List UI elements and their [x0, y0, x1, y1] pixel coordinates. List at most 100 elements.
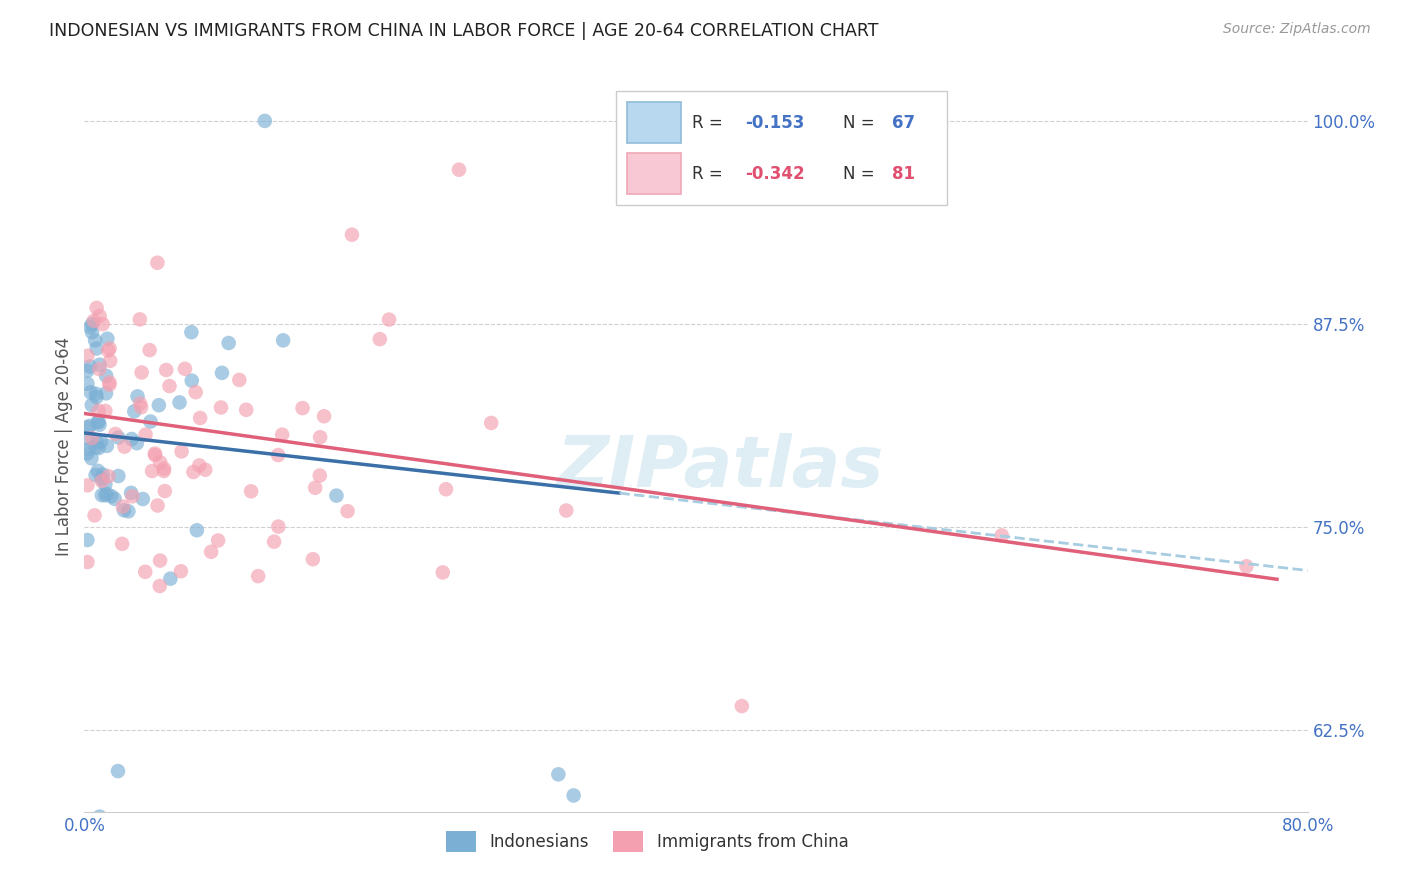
Point: [90, 472, 112, 486]
Point: [143, 448, 166, 462]
Point: [86, 342, 108, 356]
Point: [121, 432, 143, 446]
FancyBboxPatch shape: [616, 91, 946, 204]
Point: [87, 464, 110, 478]
Point: [432, 566, 454, 580]
Point: [84, 334, 107, 348]
Point: [104, 491, 127, 506]
Point: [447, 162, 470, 177]
Point: [127, 389, 149, 403]
Point: [111, 537, 134, 551]
Point: [153, 461, 176, 475]
Point: [128, 312, 150, 326]
Point: [368, 332, 391, 346]
Point: [200, 545, 222, 559]
Point: [87, 441, 110, 455]
Point: [89, 362, 111, 376]
Point: [76, 555, 98, 569]
Point: [146, 499, 169, 513]
Text: ZIPatlas: ZIPatlas: [557, 434, 884, 502]
Point: [76, 478, 98, 492]
Point: [124, 404, 146, 418]
Point: [96, 368, 118, 383]
Point: [336, 504, 359, 518]
Point: [267, 519, 290, 533]
Point: [378, 312, 401, 326]
Point: [312, 409, 335, 424]
Text: -0.153: -0.153: [745, 113, 804, 132]
Point: [184, 385, 207, 400]
Point: [86, 435, 108, 450]
Text: 81: 81: [891, 165, 915, 183]
Point: [180, 374, 202, 388]
Point: [76, 364, 98, 378]
Point: [547, 767, 569, 781]
Point: [79, 320, 101, 334]
Point: [304, 481, 326, 495]
Point: [117, 504, 139, 518]
Point: [98, 376, 121, 390]
Point: [218, 336, 240, 351]
Point: [89, 309, 111, 323]
Point: [76, 432, 98, 446]
Point: [479, 416, 502, 430]
Point: [83, 314, 105, 328]
Point: [90, 474, 112, 488]
Point: [87, 403, 110, 417]
Point: [80, 398, 103, 412]
Point: [94, 386, 117, 401]
Point: [153, 484, 176, 499]
Point: [84, 440, 107, 454]
Point: [271, 334, 294, 348]
Point: [731, 699, 754, 714]
Point: [91, 317, 114, 331]
Point: [97, 343, 120, 358]
Y-axis label: In Labor Force | Age 20-64: In Labor Force | Age 20-64: [55, 336, 73, 556]
Legend: Indonesians, Immigrants from China: Indonesians, Immigrants from China: [439, 824, 855, 858]
Point: [148, 398, 170, 412]
Point: [149, 455, 172, 469]
Point: [138, 343, 160, 357]
Point: [86, 415, 108, 429]
Point: [153, 464, 176, 478]
Point: [188, 411, 211, 425]
Point: [80, 431, 103, 445]
Text: 67: 67: [891, 113, 915, 132]
Point: [111, 500, 134, 514]
FancyBboxPatch shape: [627, 153, 682, 194]
Text: N =: N =: [842, 165, 880, 183]
Point: [194, 463, 217, 477]
Point: [87, 415, 110, 429]
Point: [80, 317, 103, 331]
Point: [146, 256, 169, 270]
Point: [170, 564, 193, 578]
Point: [107, 430, 129, 444]
Point: [90, 488, 112, 502]
Point: [80, 325, 103, 339]
Point: [309, 430, 332, 444]
Point: [267, 448, 290, 462]
Point: [77, 442, 100, 457]
Point: [159, 572, 181, 586]
Point: [562, 789, 585, 803]
Point: [308, 468, 330, 483]
Point: [263, 534, 285, 549]
Point: [96, 439, 118, 453]
Point: [79, 385, 101, 400]
Point: [132, 491, 155, 506]
Point: [183, 465, 205, 479]
Point: [991, 528, 1014, 542]
Point: [247, 569, 270, 583]
Point: [83, 508, 105, 523]
Point: [80, 451, 103, 466]
Point: [143, 446, 166, 460]
Point: [235, 402, 257, 417]
Point: [112, 503, 135, 517]
Point: [84, 386, 107, 401]
Point: [97, 469, 120, 483]
Point: [86, 301, 108, 315]
Point: [94, 488, 117, 502]
Point: [228, 373, 250, 387]
Point: [98, 377, 121, 392]
Point: [107, 764, 129, 778]
